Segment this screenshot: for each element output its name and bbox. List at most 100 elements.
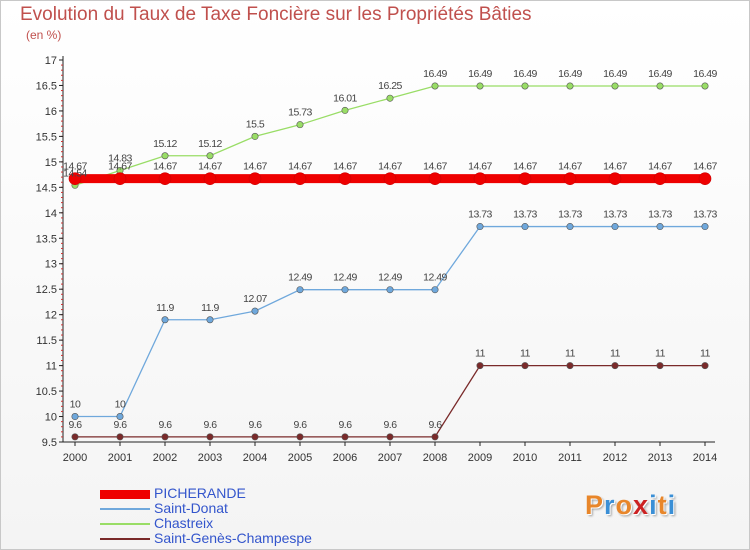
data-point — [566, 362, 574, 370]
data-point — [161, 152, 169, 160]
data-point — [608, 172, 622, 185]
data-label: 12.49 — [423, 272, 447, 284]
data-point — [653, 172, 667, 185]
x-tick-label: 2000 — [63, 452, 87, 464]
data-label: 9.6 — [293, 419, 307, 431]
series-layer — [68, 82, 712, 441]
data-point — [431, 82, 439, 90]
data-point — [611, 82, 619, 90]
data-point — [296, 286, 304, 294]
data-label: 11 — [520, 348, 531, 360]
data-label: 11 — [565, 348, 576, 360]
logo-letter: P — [585, 490, 605, 520]
data-point — [566, 223, 574, 231]
x-tick-label: 2005 — [288, 452, 312, 464]
data-label: 14.67 — [423, 161, 447, 173]
x-tick-label: 2012 — [603, 452, 627, 464]
data-point — [338, 172, 352, 185]
data-point — [521, 362, 529, 370]
y-tick-label: 11 — [46, 361, 57, 373]
data-point — [698, 172, 712, 185]
data-label: 13.73 — [648, 209, 672, 221]
legend-label: Chastreix — [154, 515, 214, 531]
data-point — [701, 223, 709, 231]
y-tick-label: 12 — [45, 310, 57, 322]
data-label: 9.6 — [68, 419, 82, 431]
y-tick-label: 13 — [45, 259, 57, 271]
data-point — [206, 433, 214, 441]
data-label: 12.07 — [243, 293, 267, 305]
data-point — [518, 172, 532, 185]
data-label: 9.6 — [203, 419, 217, 431]
data-point — [563, 172, 577, 185]
data-label: 14.67 — [378, 161, 402, 173]
y-tick-label: 14 — [45, 208, 57, 220]
series-line-1 — [75, 225, 705, 418]
legend-swatch — [100, 538, 150, 540]
data-point — [68, 172, 82, 185]
y-tick-label: 11.5 — [36, 335, 57, 347]
data-label: 13.73 — [513, 209, 537, 221]
y-tick-label: 17 — [45, 55, 57, 67]
proxiti-logo: Proxiti — [585, 490, 676, 521]
data-label: 13.73 — [558, 209, 582, 221]
data-point — [656, 362, 664, 370]
data-label: 16.49 — [513, 68, 537, 80]
data-point — [341, 286, 349, 294]
data-label: 13.73 — [603, 209, 627, 221]
x-tick-label: 2008 — [423, 452, 447, 464]
data-label: 9.6 — [113, 419, 127, 431]
data-label: 15.12 — [198, 138, 222, 150]
data-label: 14.67 — [603, 161, 627, 173]
data-label: 16.49 — [648, 68, 672, 80]
data-label: 11 — [610, 348, 621, 360]
data-point — [206, 316, 214, 324]
logo-letter: x — [633, 490, 650, 520]
x-tick-label: 2006 — [333, 452, 357, 464]
data-point — [476, 223, 484, 231]
data-label: 16.01 — [333, 92, 357, 104]
data-label: 14.67 — [108, 161, 132, 173]
data-label: 16.25 — [378, 80, 402, 92]
y-tick-label: 16 — [45, 106, 57, 118]
logo-letter: o — [615, 490, 634, 520]
data-point — [71, 433, 79, 441]
data-point — [251, 307, 259, 315]
data-point — [473, 172, 487, 185]
x-tick-label: 2013 — [648, 452, 672, 464]
data-point — [521, 82, 529, 90]
data-point — [341, 433, 349, 441]
data-label: 9.6 — [248, 419, 262, 431]
data-label: 9.6 — [338, 419, 352, 431]
data-label: 14.67 — [558, 161, 582, 173]
data-label: 11.9 — [156, 302, 174, 314]
data-label: 13.73 — [693, 209, 717, 221]
data-point — [431, 433, 439, 441]
data-point — [386, 286, 394, 294]
data-point — [431, 286, 439, 294]
logo-letter: t — [657, 490, 668, 520]
legend-label: Saint-Donat — [154, 500, 228, 516]
logo-letter: i — [667, 490, 677, 520]
y-tick-label: 15 — [45, 157, 57, 169]
data-point — [251, 132, 259, 140]
data-label: 10 — [70, 399, 81, 411]
logo-letter: i — [649, 490, 658, 520]
legend-swatch — [100, 508, 150, 510]
data-point — [206, 152, 214, 160]
y-tick-label: 10 — [45, 412, 57, 424]
data-label: 14.54 — [63, 167, 87, 179]
data-point — [476, 82, 484, 90]
data-point — [251, 433, 259, 441]
legend-label: Saint-Genès-Champespe — [154, 530, 312, 546]
data-point — [71, 413, 79, 421]
data-point — [383, 172, 397, 185]
data-point — [248, 172, 262, 185]
data-point — [701, 82, 709, 90]
data-point — [386, 94, 394, 102]
data-point — [386, 433, 394, 441]
data-point — [203, 172, 217, 185]
data-point — [161, 316, 169, 324]
data-label: 12.49 — [378, 272, 402, 284]
